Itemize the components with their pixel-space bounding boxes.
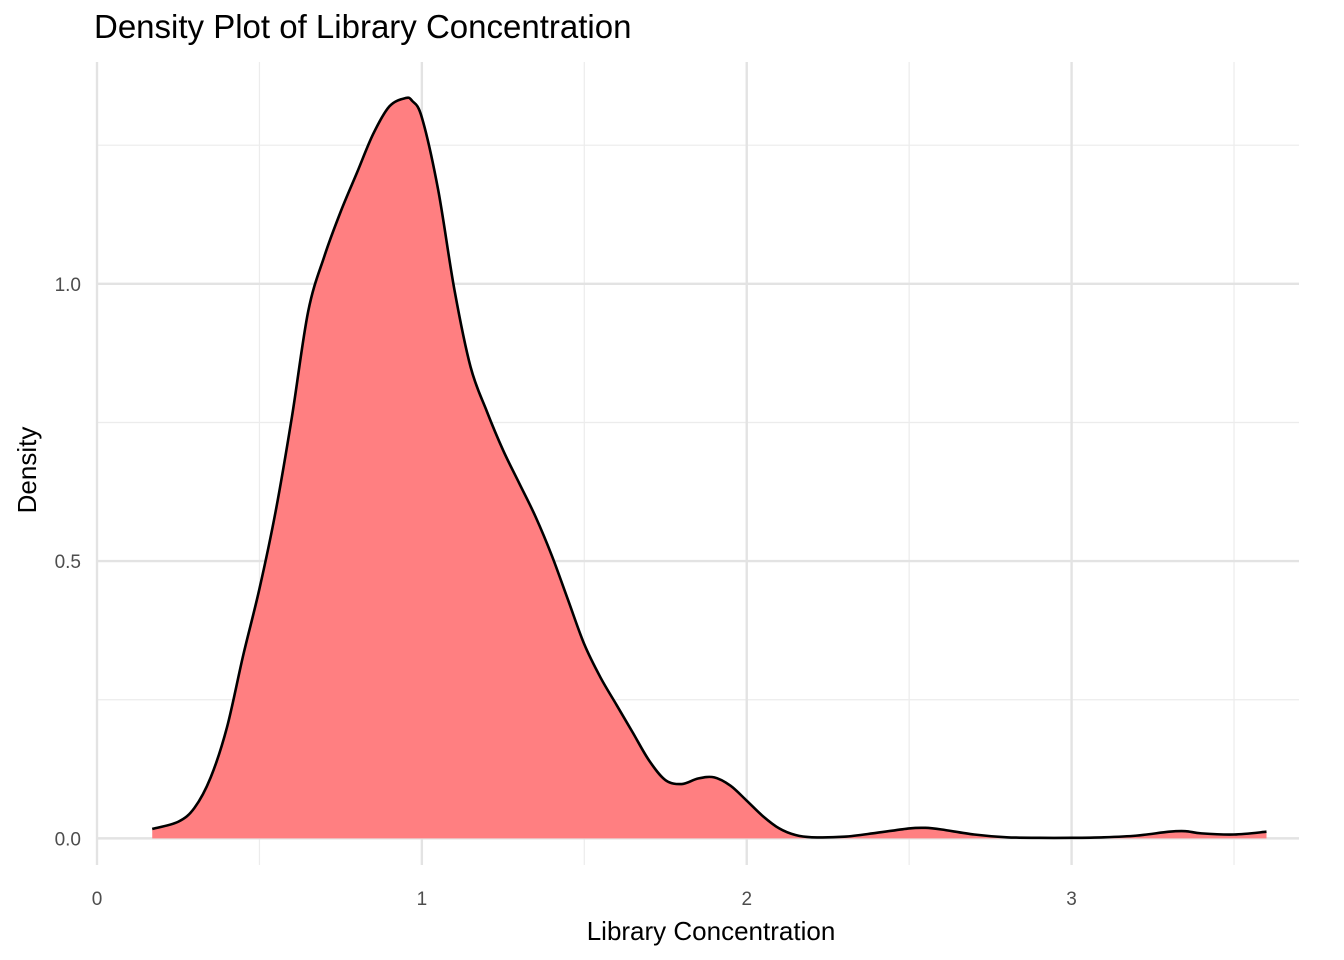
- y-tick-labels: 0.0 0.5 1.0: [55, 275, 81, 851]
- minor-gridlines: [97, 62, 1299, 865]
- y-tick-label: 0.5: [55, 552, 81, 573]
- y-tick-label: 0.0: [55, 829, 81, 850]
- x-tick-label: 0: [92, 889, 103, 910]
- y-tick-label: 1.0: [55, 275, 81, 296]
- chart-title: Density Plot of Library Concentration: [94, 8, 632, 45]
- x-tick-labels: 0 1 2 3: [92, 889, 1077, 910]
- density-area: [152, 97, 1267, 839]
- x-axis-title: Library Concentration: [587, 916, 836, 946]
- x-tick-label: 3: [1066, 889, 1077, 910]
- y-axis-title: Density: [12, 427, 42, 514]
- x-tick-label: 2: [741, 889, 752, 910]
- density-line: [151, 96, 1267, 840]
- x-tick-label: 1: [417, 889, 428, 910]
